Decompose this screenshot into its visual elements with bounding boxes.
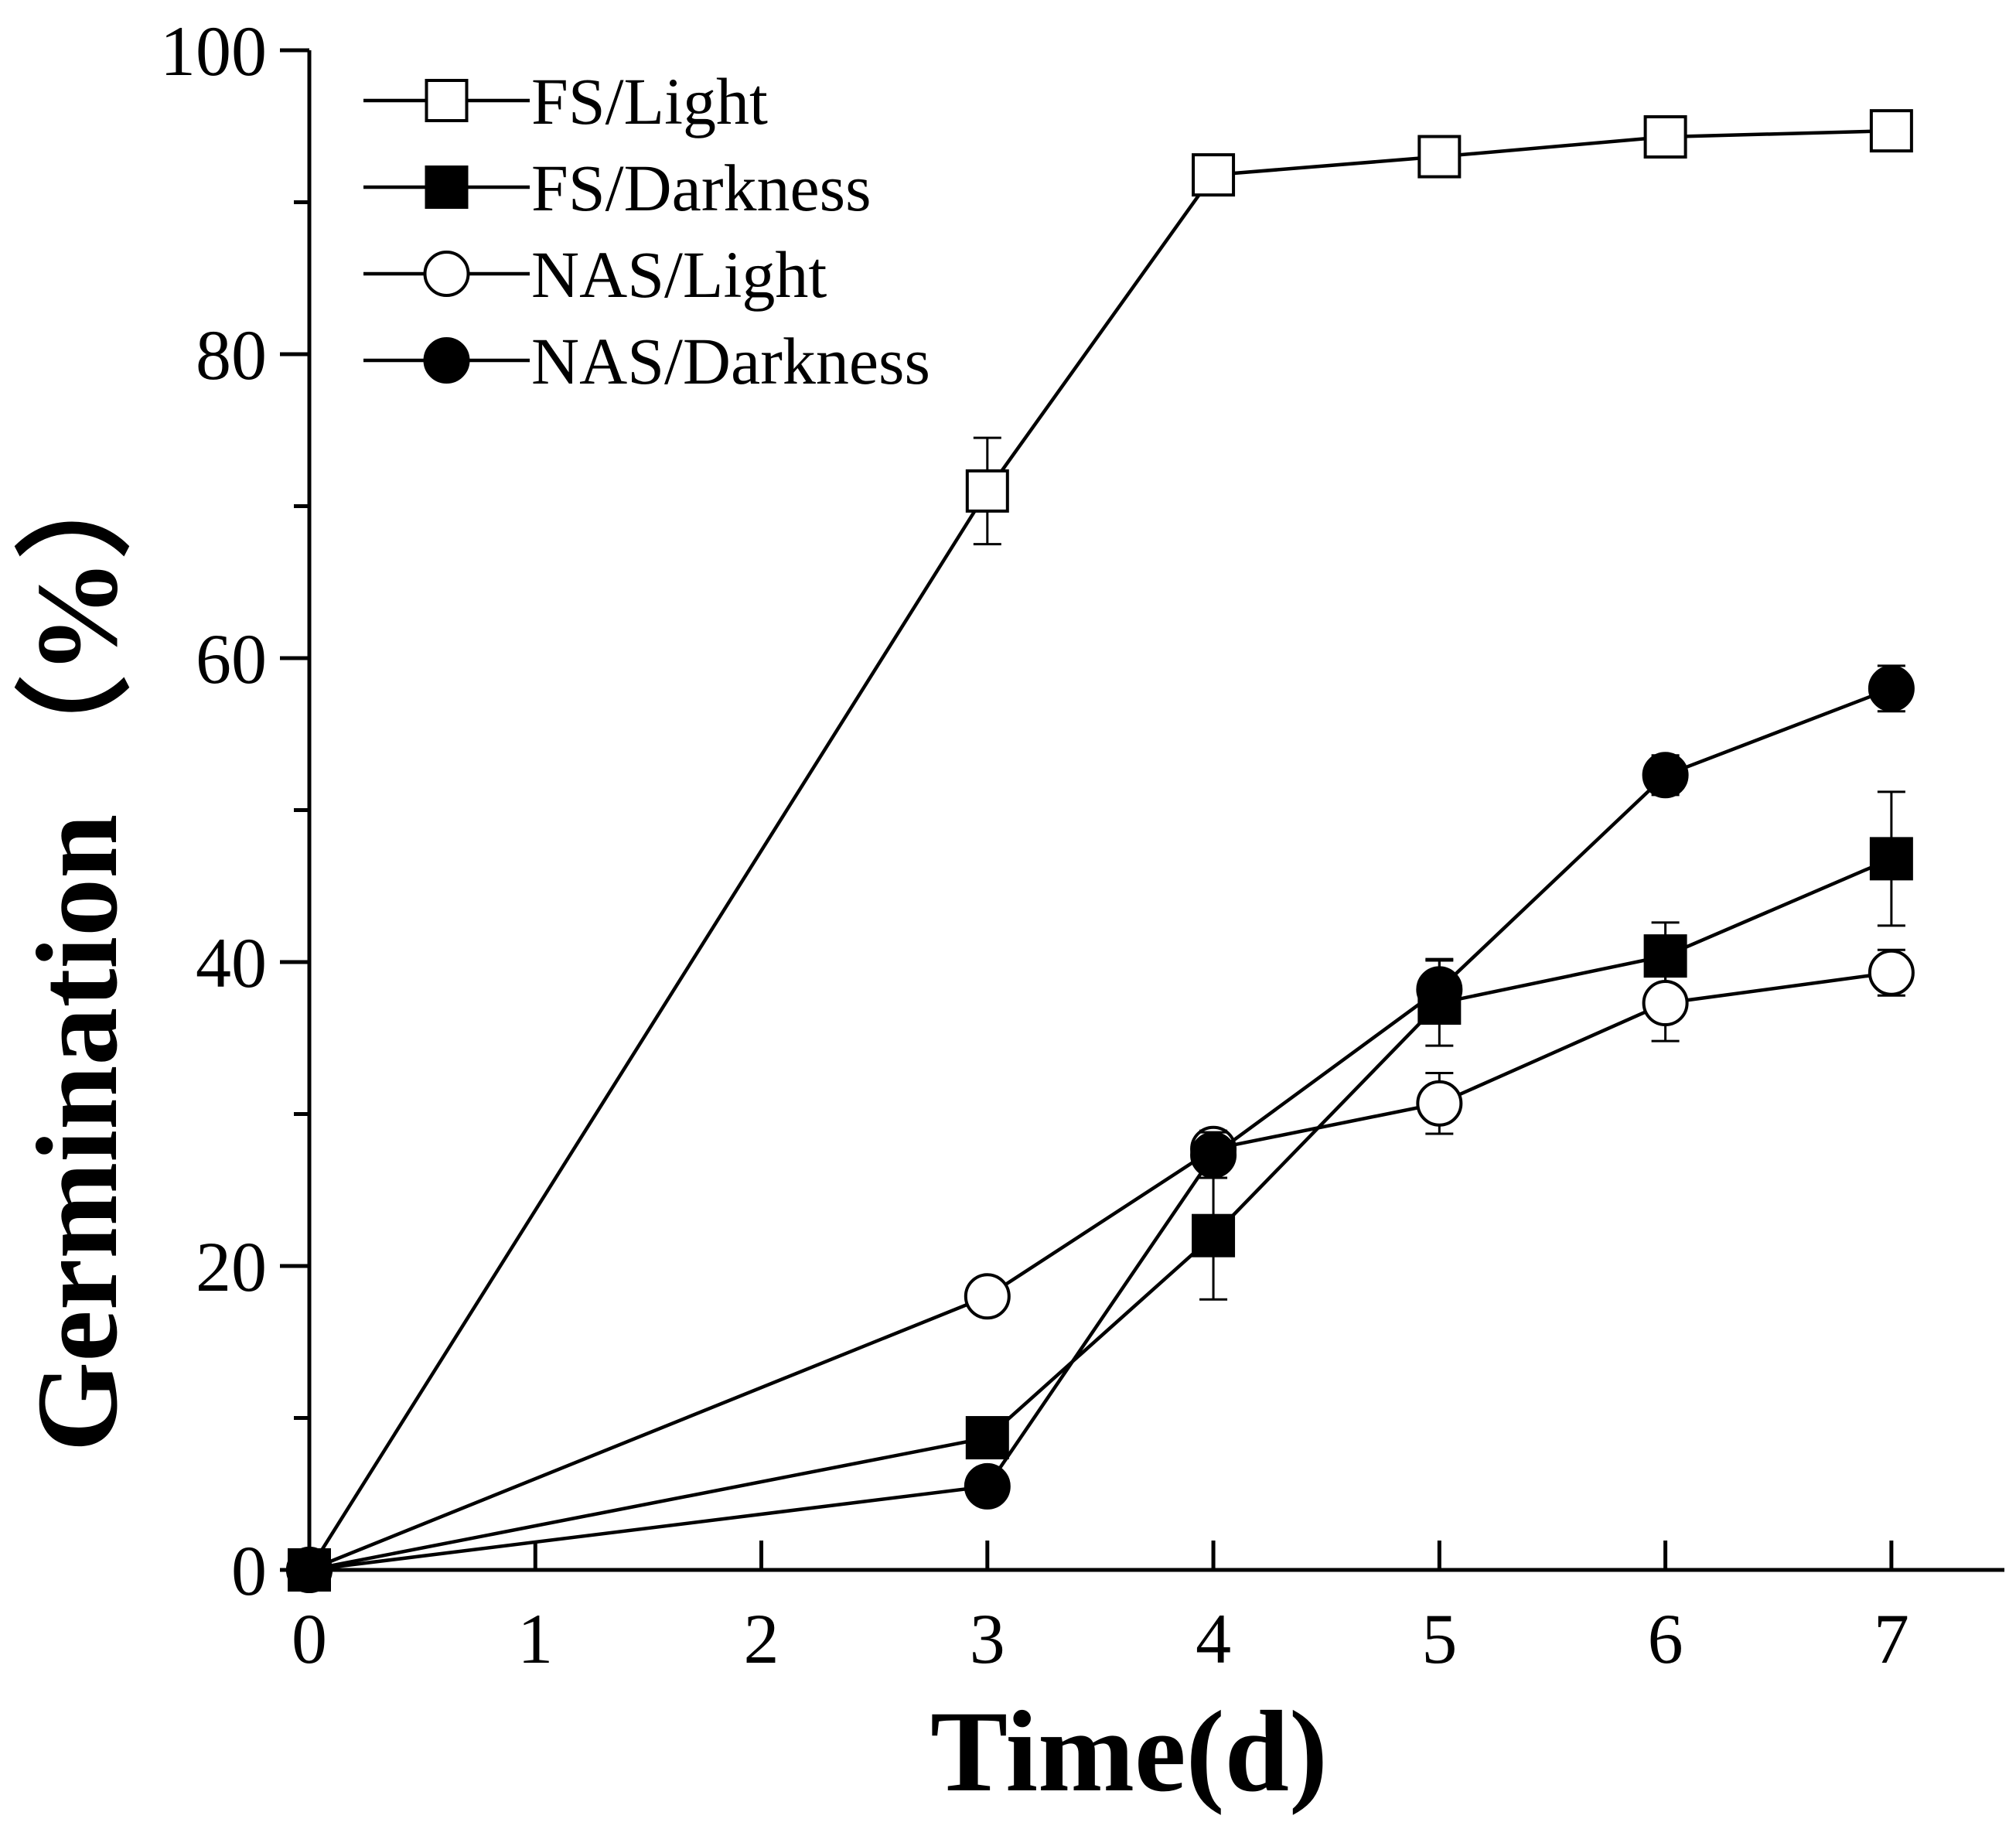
legend-marker [425,165,469,209]
x-tick-label: 3 [970,1599,1005,1678]
data-point-nas-darkness [1868,665,1915,712]
x-tick-label: 6 [1648,1599,1683,1678]
series-line-fs-light [308,128,1891,1571]
series-group [286,109,1915,1593]
series-nas-darkness [286,664,1915,1593]
y-axis-ticks: 0 20 40 60 80 100 [160,12,309,1610]
legend-label: NAS/Light [531,237,827,312]
legend-item-nas-darkness: NAS/Darkness [363,324,930,398]
y-tick-label: 20 [196,1227,267,1306]
legend-marker [423,337,470,384]
data-point-nas-light [964,1273,1011,1320]
data-point-nas-darkness [1190,1131,1237,1179]
y-tick-label: 60 [196,619,267,698]
data-point-fs-darkness [965,1416,1009,1460]
data-point-nas-light [1642,980,1689,1027]
data-point-fs-light [1192,153,1236,197]
series-nas-light [286,948,1915,1593]
y-axis-title: Germination （%） [13,443,142,1452]
x-tick-label: 5 [1421,1599,1457,1678]
data-point-fs-darkness [1192,1213,1236,1257]
x-axis-ticks: 0 1 2 3 4 5 6 7 [292,1541,1909,1678]
x-tick-label: 4 [1196,1599,1231,1678]
x-tick-label: 7 [1874,1599,1909,1678]
data-point-nas-darkness [286,1547,333,1593]
legend-item-nas-light: NAS/Light [363,237,827,312]
data-point-fs-darkness [1869,837,1913,881]
data-point-fs-light [1417,135,1462,179]
series-line-fs-darkness [309,857,1892,1572]
data-point-nas-darkness [964,1462,1011,1510]
x-tick-label: 0 [292,1599,327,1678]
legend-label: FS/Light [531,64,768,138]
legend-marker [423,251,470,297]
x-tick-label: 2 [744,1599,779,1678]
data-point-fs-light [1869,109,1913,153]
legend-marker [425,79,469,122]
data-point-nas-darkness [1416,966,1463,1013]
x-tick-label: 1 [517,1599,553,1678]
series-fs-darkness [288,790,1913,1592]
y-tick-label: 100 [160,12,267,90]
data-point-fs-light [965,469,1009,513]
data-point-fs-light [1643,115,1687,159]
legend-item-fs-darkness: FS/Darkness [363,151,872,225]
legend-item-fs-light: FS/Light [363,64,768,138]
legend-label: NAS/Darkness [531,324,930,398]
x-axis-title: Time(d) [930,1687,1328,1816]
y-tick-label: 0 [231,1531,267,1610]
legend-label: FS/Darkness [531,151,872,225]
y-tick-label: 80 [196,316,267,394]
data-point-nas-light [1416,1080,1463,1127]
legend: FS/Light FS/Darkness NAS/Light NAS/Darkness [363,64,930,398]
y-axis-title-unit: （%） [13,443,142,791]
series-line-nas-light [309,971,1892,1572]
data-point-nas-light [1868,949,1915,996]
series-line-nas-darkness [309,687,1892,1572]
data-point-nas-darkness [1642,752,1689,799]
y-axis-title-text: Germination [13,814,142,1452]
y-tick-label: 40 [196,923,267,1002]
